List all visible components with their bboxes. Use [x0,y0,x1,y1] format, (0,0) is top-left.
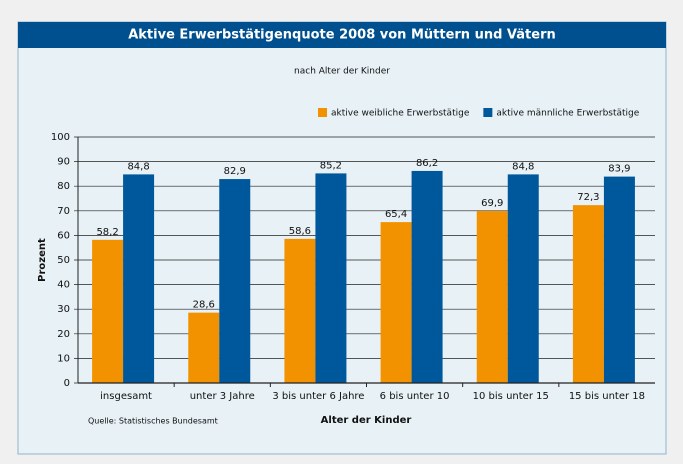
data-label: 82,9 [224,166,246,177]
legend-swatch [483,108,493,117]
x-tick-label: insgesamt [100,391,152,402]
y-tick-label: 30 [57,304,70,315]
bar [380,222,412,383]
bar [411,170,443,383]
legend-swatch [318,108,327,117]
y-tick-label: 20 [57,329,70,340]
legend-label: aktive weibliche Erwerbstätige [331,109,470,119]
bar [315,173,347,383]
chart-title: Aktive Erwerbstätigenquote 2008 von Mütt… [128,28,556,43]
data-label: 86,2 [416,158,438,169]
legend-label: aktive männliche Erwerbstätige [496,109,639,119]
bar [188,312,220,383]
data-label: 83,9 [608,164,630,175]
bar [284,238,316,383]
data-label: 58,6 [289,226,311,237]
y-tick-label: 50 [57,255,70,266]
data-label: 85,2 [320,160,342,171]
data-label: 69,9 [481,198,503,209]
x-tick-label: 15 bis unter 18 [569,391,645,402]
x-tick-label: unter 3 Jahre [190,391,255,402]
data-label: 28,6 [193,300,215,311]
data-label: 84,8 [127,161,149,172]
y-tick-label: 0 [64,378,70,389]
data-label: 84,8 [512,161,534,172]
x-tick-label: 3 bis unter 6 Jahre [272,391,364,402]
x-tick-label: 6 bis unter 10 [380,391,450,402]
y-tick-label: 10 [57,353,70,364]
y-tick-label: 100 [51,132,70,143]
y-tick-label: 60 [57,230,70,241]
bar [507,174,539,383]
subtitle: nach Alter der Kinder [294,67,390,77]
y-axis-label: Prozent [37,238,48,282]
y-tick-label: 90 [57,157,70,168]
x-axis-label: Alter der Kinder [321,415,412,426]
bar [572,205,604,383]
bar [476,211,508,383]
y-tick-label: 40 [57,280,70,291]
x-tick-label: 10 bis unter 15 [473,391,549,402]
source: Quelle: Statistisches Bundesamt [88,417,218,426]
y-tick-label: 70 [57,206,70,217]
data-label: 58,2 [96,227,118,238]
bar [123,174,155,383]
bar [603,176,635,383]
y-tick-label: 80 [57,181,70,192]
data-label: 65,4 [385,209,407,220]
bar [219,179,251,383]
data-label: 72,3 [577,192,599,203]
title-bar [18,22,666,48]
bar [92,239,124,383]
